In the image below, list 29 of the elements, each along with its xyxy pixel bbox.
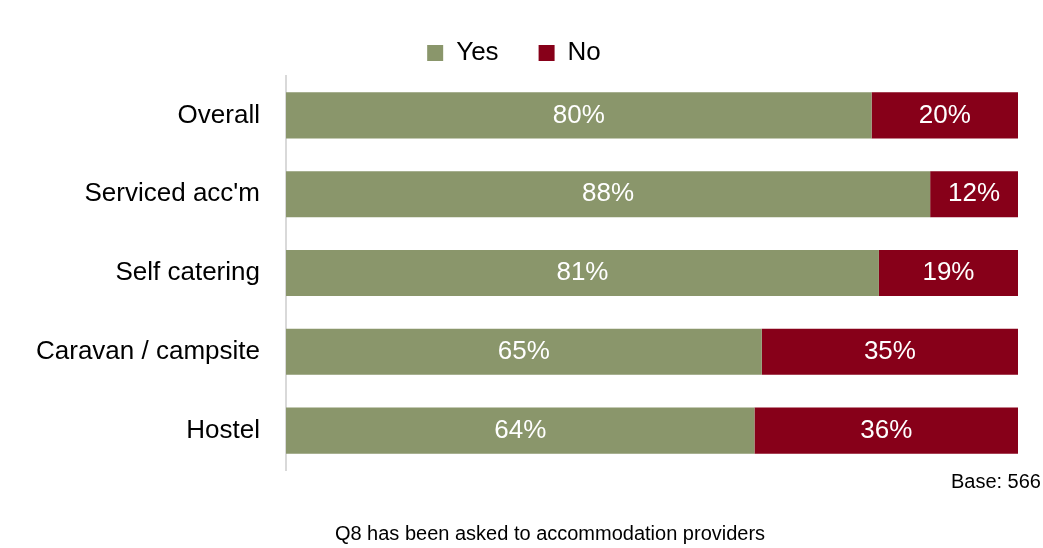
y-tick-label: Hostel [186,413,260,444]
bar [871,92,1018,139]
bar [930,171,1018,218]
data-label: 64% [494,413,547,444]
bar [285,171,931,218]
data-label: 65% [497,334,550,365]
y-tick-label: Self catering [115,256,260,287]
data-label: 35% [863,334,916,365]
y-tick-label: Serviced acc'm [84,177,260,208]
bar [761,328,1018,375]
data-label: 19% [922,256,975,287]
bar [285,407,755,454]
bar [754,407,1018,454]
annotation: Base: 566 [950,469,1041,492]
bar [878,249,1018,297]
data-label: 12% [948,177,1001,208]
legend-label: Yes [456,36,499,67]
data-label: 80% [552,98,605,129]
y-tick-label: Caravan / campsite [36,334,260,365]
data-label: 20% [918,98,971,129]
data-label: 36% [860,413,913,444]
bar [285,92,872,139]
y-tick-label: Overall [177,98,260,129]
data-label: 81% [556,256,609,287]
data-label: 88% [582,177,635,208]
bar [285,249,879,297]
bar [285,328,762,375]
text: Q8 has been asked to accommodation providers [334,521,766,544]
legend-label: No [567,36,601,67]
